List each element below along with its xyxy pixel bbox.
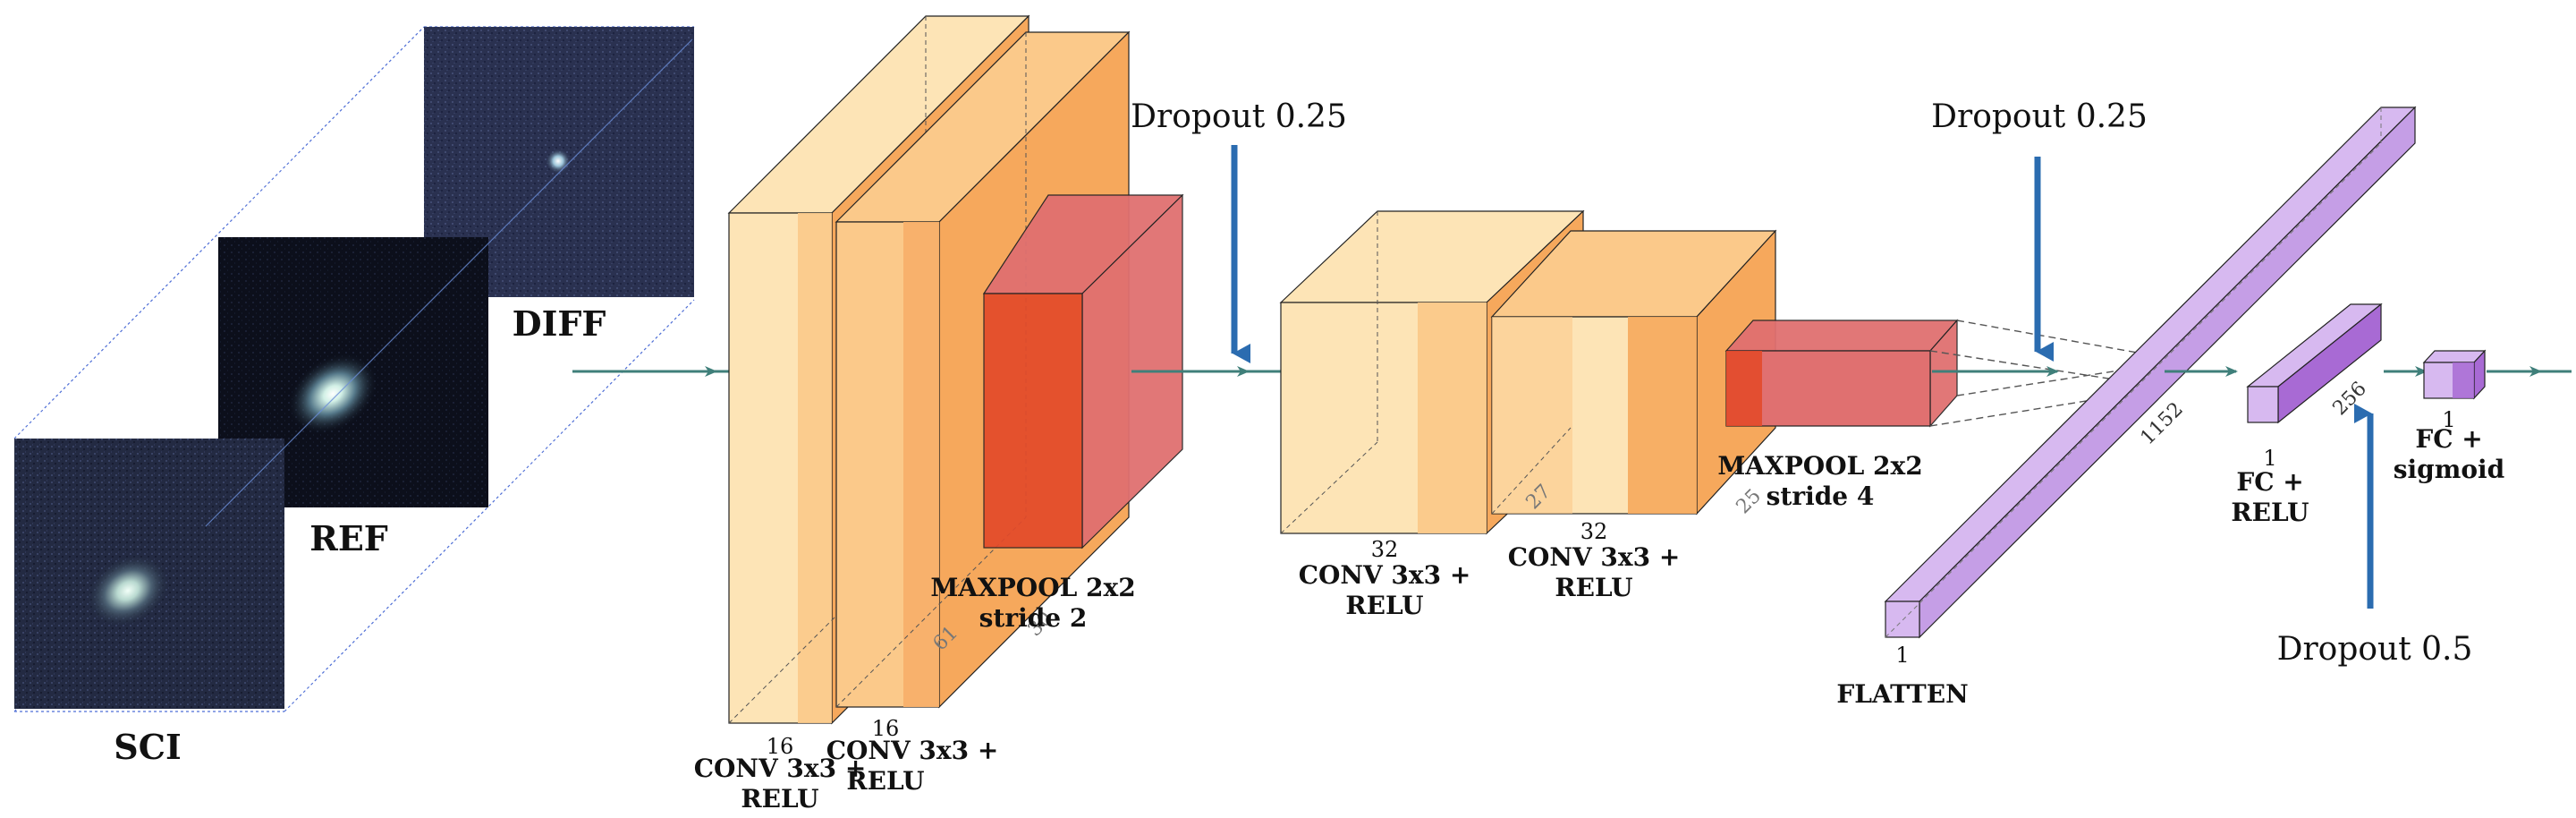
conv1a-label-line2: RELU [741, 784, 818, 814]
sci-label: SCI [114, 727, 181, 767]
conv1b-label-line1: CONV 3x3 + [826, 736, 999, 765]
maxpool2-box [1724, 319, 1959, 428]
conv1a-dim: 16 [767, 734, 794, 759]
fc1-side-dim: 256 [2329, 378, 2371, 420]
fc2-layer: 1 FC + sigmoid [2394, 349, 2505, 484]
sci-image [14, 439, 284, 709]
fc1-layer: 1 256 FC + RELU [2231, 302, 2383, 527]
conv2a-label-line1: CONV 3x3 + [1299, 560, 1471, 590]
pool2-side-dim: 25 [1733, 485, 1766, 518]
pool1-label-line1: MAXPOOL 2x2 [930, 573, 1135, 602]
pool2-label-line1: MAXPOOL 2x2 [1717, 451, 1922, 481]
fc1-label-line2: RELU [2231, 498, 2309, 527]
dropout-3-label: Dropout 0.5 [2277, 631, 2473, 668]
fc2-label-line2: sigmoid [2394, 455, 2505, 484]
conv2a-dim: 32 [1371, 537, 1399, 562]
conv-block-1: 16 16 61 30 CONV 3x3 + RELU CONV 3x3 + R… [694, 14, 1184, 814]
maxpool1-box [982, 193, 1184, 550]
input-images: DIFF REF SCI [13, 26, 695, 767]
flatten-dim: 1 [1895, 643, 1909, 668]
conv1b-dim: 16 [872, 716, 900, 741]
ref-label: REF [309, 518, 388, 558]
fc2-label-line1: FC + [2415, 424, 2482, 454]
image-stack-diagonal [205, 38, 693, 527]
ref-image [218, 237, 488, 507]
conv2a-label-line2: RELU [1345, 591, 1423, 620]
conv2b-label-line1: CONV 3x3 + [1508, 542, 1681, 572]
fc1-dim: 1 [2263, 446, 2276, 471]
diff-label: DIFF [513, 303, 606, 344]
conv2b-dim: 32 [1580, 519, 1608, 544]
pool1-label-line2: stride 2 [979, 603, 1088, 633]
fc2-dim: 1 [2442, 407, 2455, 432]
fc1-label-line1: FC + [2236, 467, 2303, 497]
dropout-1-label: Dropout 0.25 [1131, 98, 1347, 135]
flatten-projection [1929, 320, 2143, 427]
conv2b-label-line2: RELU [1555, 573, 1632, 602]
dropout-2-label: Dropout 0.25 [1931, 98, 2148, 135]
conv1a-label-line1: CONV 3x3 + [694, 754, 867, 783]
conv1b-label-line2: RELU [846, 766, 924, 796]
conv-block-2: 32 32 27 25 CONV 3x3 + RELU CONV 3x3 + R… [1279, 209, 1959, 620]
pool2-label-line2: stride 4 [1767, 481, 1875, 511]
flatten-label: FLATTEN [1836, 679, 1968, 709]
